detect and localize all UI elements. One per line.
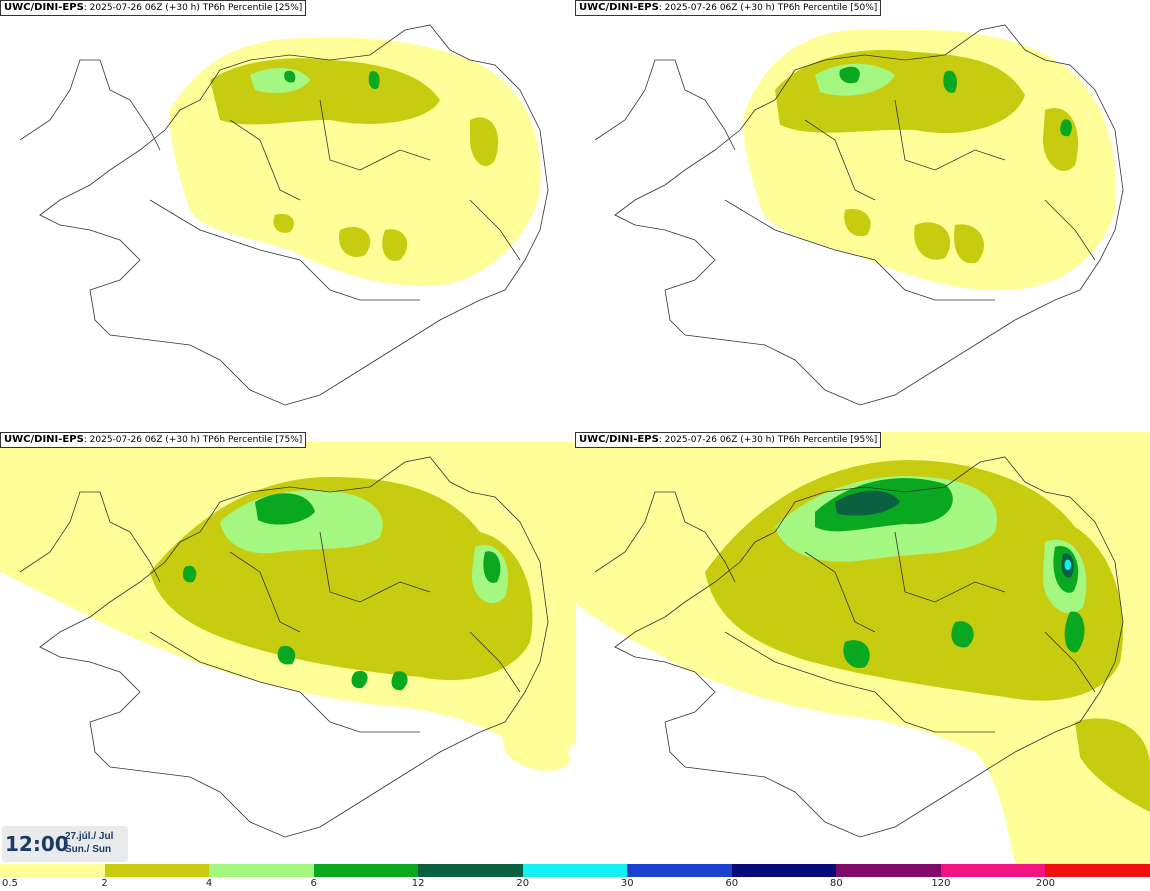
field-name: TP6h Percentile [50%] <box>777 3 878 13</box>
colorbar-tick-label: 4 <box>205 878 213 889</box>
iceland-outline <box>594 456 1124 838</box>
colorbar-tick-label: 20 <box>516 878 530 889</box>
precip-field <box>169 37 541 286</box>
field-name: TP6h Percentile [75%] <box>202 435 303 445</box>
panel-title: UWC/DINI-EPS: 2025-07-26 06Z (+30 h) TP6… <box>0 0 307 16</box>
iceland-outline <box>19 456 549 838</box>
valid-date-line1: 27.júl./ Jul <box>65 831 114 842</box>
colorbar-segment <box>104 864 210 877</box>
colorbar-legend: 0.5 2 4 6 12 20 30 60 80 120 200 <box>0 864 1150 891</box>
colorbar-tick-label: 80 <box>829 878 843 889</box>
colorbar-segment <box>940 864 1046 877</box>
precip-map-95 <box>575 432 1150 864</box>
field-name: TP6h Percentile [25%] <box>202 3 303 13</box>
iceland-outline <box>594 24 1124 406</box>
precip-map-75 <box>0 442 575 838</box>
colorbar-segment <box>418 864 524 877</box>
model-name: UWC/DINI-EPS <box>4 2 84 13</box>
map-panel-75: UWC/DINI-EPS: 2025-07-26 06Z (+30 h) TP6… <box>0 432 575 864</box>
run-info: : 2025-07-26 06Z (+30 h) <box>83 3 200 13</box>
precip-field <box>743 29 1116 291</box>
model-name: UWC/DINI-EPS <box>579 434 659 445</box>
map-panel-50: UWC/DINI-EPS: 2025-07-26 06Z (+30 h) TP6… <box>575 0 1150 432</box>
colorbar-tick-label: 6 <box>310 878 317 889</box>
colorbar-segment <box>313 864 419 877</box>
colorbar-tick-label: 120 <box>931 878 951 889</box>
valid-time-box: 12:00 27.júl./ Jul Sun./ Sun <box>2 826 128 862</box>
colorbar-tick-label: 200 <box>1035 878 1055 889</box>
precip-map-50 <box>594 24 1124 406</box>
colorbar-segment <box>1045 864 1150 877</box>
valid-time: 12:00 <box>5 832 69 856</box>
panel-title: UWC/DINI-EPS: 2025-07-26 06Z (+30 h) TP6… <box>575 432 882 448</box>
colorbar-segment <box>627 864 733 877</box>
model-name: UWC/DINI-EPS <box>4 434 84 445</box>
field-name: TP6h Percentile [95%] <box>777 435 878 445</box>
run-info: : 2025-07-26 06Z (+30 h) <box>658 435 775 445</box>
colorbar-segment <box>209 864 315 877</box>
run-info: : 2025-07-26 06Z (+30 h) <box>83 435 200 445</box>
precip-map-25 <box>19 24 549 406</box>
colorbar-tick-label: 0.5 <box>2 878 18 889</box>
panel-title: UWC/DINI-EPS: 2025-07-26 06Z (+30 h) TP6… <box>0 432 307 448</box>
valid-date-line2: Sun./ Sun <box>65 844 112 855</box>
colorbar-tick-label: 60 <box>725 878 739 889</box>
iceland-outline <box>19 24 549 406</box>
model-name: UWC/DINI-EPS <box>579 2 659 13</box>
precip-field <box>0 442 575 771</box>
colorbar-tick-label: 30 <box>620 878 634 889</box>
run-info: : 2025-07-26 06Z (+30 h) <box>658 3 775 13</box>
colorbar-segment <box>522 864 628 877</box>
valid-date: 27.júl./ Jul Sun./ Sun <box>65 830 113 856</box>
precip-field <box>575 432 1150 864</box>
colorbar-tick-label: 2 <box>101 878 108 889</box>
panel-title: UWC/DINI-EPS: 2025-07-26 06Z (+30 h) TP6… <box>575 0 882 16</box>
colorbar-segment <box>731 864 837 877</box>
map-panel-95: UWC/DINI-EPS: 2025-07-26 06Z (+30 h) TP6… <box>575 432 1150 864</box>
colorbar-segment <box>836 864 942 877</box>
map-panel-25: UWC/DINI-EPS: 2025-07-26 06Z (+30 h) TP6… <box>0 0 575 432</box>
colorbar-tick-label: 12 <box>411 878 425 889</box>
colorbar-segment <box>0 864 105 877</box>
